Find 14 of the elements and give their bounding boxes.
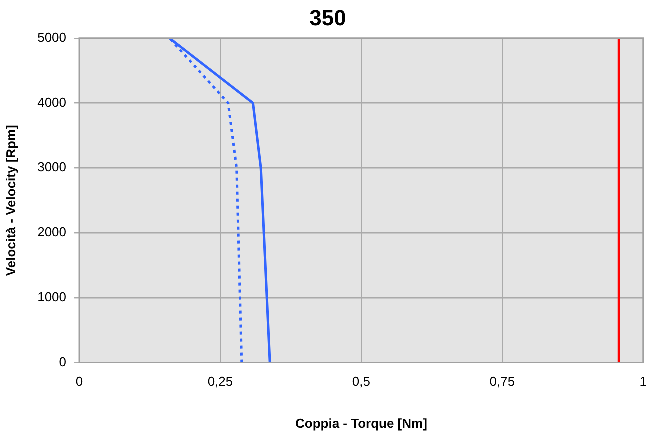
- x-tick-label: 0,25: [208, 374, 234, 390]
- y-axis-title: Velocità - Velocity [Rpm]: [3, 125, 18, 276]
- x-tick-label: 0,5: [352, 374, 370, 390]
- chart-title: 350: [310, 5, 346, 30]
- x-tick-label: 1: [640, 374, 647, 390]
- x-tick-label: 0: [76, 374, 84, 390]
- x-tick-label: 0,75: [490, 374, 516, 390]
- y-tick-label: 3000: [38, 160, 67, 175]
- y-tick-label: 1000: [38, 290, 67, 304]
- x-axis-title: Coppia - Torque [Nm]: [295, 416, 428, 431]
- y-tick-label: 0: [59, 354, 67, 370]
- y-tick-label: 4000: [38, 94, 67, 110]
- y-tick-label: 2000: [38, 224, 67, 240]
- y-tick-label: 5000: [38, 30, 67, 45]
